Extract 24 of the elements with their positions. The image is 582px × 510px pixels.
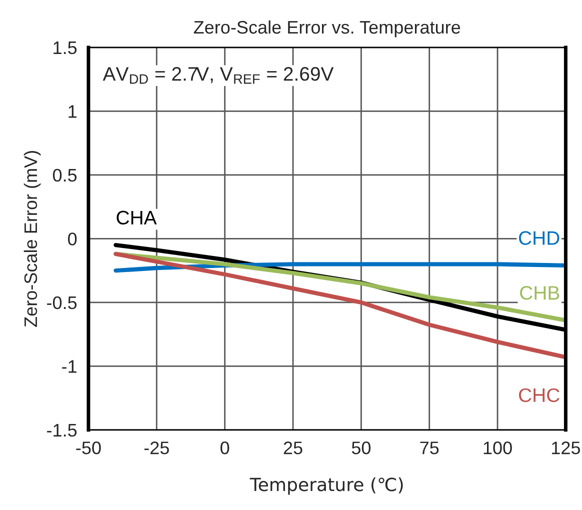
annotation: AV$_{DD}$ = 2.7V, V$_{REF}$ = 2.69V bbox=[102, 67, 334, 84]
series-label: CHA bbox=[116, 210, 157, 225]
y-tick-label: 1.5 bbox=[54, 42, 77, 54]
x-tick-label: 25 bbox=[284, 442, 302, 454]
y-tick-label: 0 bbox=[68, 232, 77, 246]
y-tick-label: 0.5 bbox=[52, 168, 77, 182]
x-tick-label: 50 bbox=[352, 442, 371, 454]
chart-title: Zero-Scale Error vs. Temperature bbox=[194, 20, 460, 38]
x-tick-label: 75 bbox=[420, 442, 439, 454]
x-tick-label: -25 bbox=[144, 442, 169, 454]
y-tick-label: -0.5 bbox=[47, 296, 77, 310]
x-tick-label: 125 bbox=[552, 442, 580, 454]
x-axis-title: Temperature (℃) bbox=[250, 477, 403, 495]
y-tick-label: -1.5 bbox=[47, 424, 77, 437]
series-label: CHB bbox=[520, 286, 560, 300]
x-tick-label: 100 bbox=[484, 442, 512, 454]
line-series bbox=[114, 252, 566, 360]
y-tick-label: 1 bbox=[68, 105, 76, 118]
y-tick-label: -1 bbox=[62, 360, 76, 373]
series-label: CHD bbox=[519, 231, 560, 245]
x-tick-label: 0 bbox=[220, 442, 230, 454]
series-label: CHC bbox=[519, 388, 560, 402]
y-axis-title: Zero-Scale Error (mV) bbox=[24, 151, 41, 327]
x-tick-label: -50 bbox=[76, 442, 101, 454]
